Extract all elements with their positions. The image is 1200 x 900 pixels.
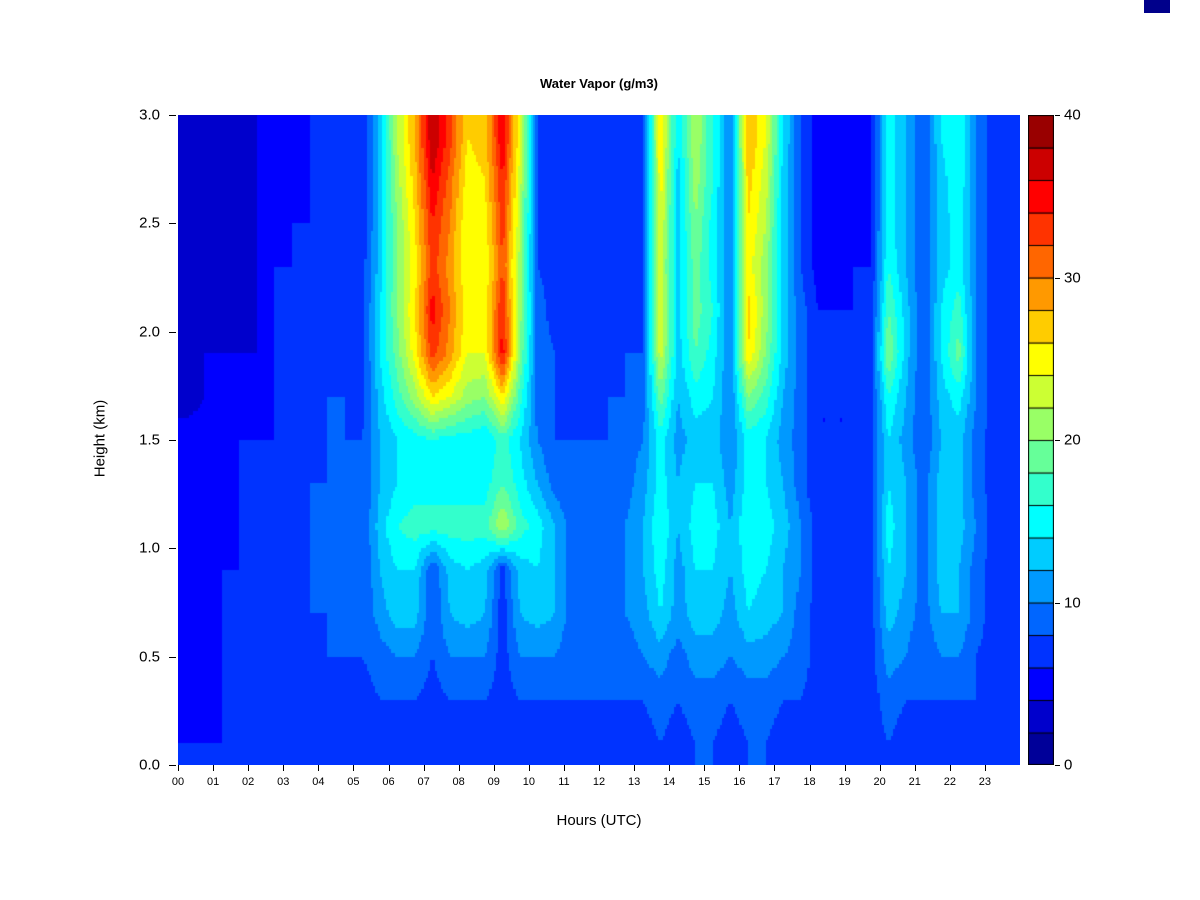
x-tick-label: 04: [312, 776, 325, 788]
x-tick-label: 10: [522, 776, 535, 788]
x-tick-mark: [283, 765, 285, 771]
x-tick-mark: [879, 765, 881, 771]
corner-swatch: [1144, 0, 1170, 13]
x-tick-mark: [318, 765, 320, 771]
x-tick-label: 15: [698, 776, 711, 788]
x-tick-label: 08: [452, 776, 465, 788]
y-tick-mark: [169, 656, 176, 658]
y-tick-label: 1.5: [139, 431, 160, 449]
x-tick-label: 22: [943, 776, 956, 788]
y-tick-mark: [169, 440, 176, 441]
colorbar-tick-label: 0: [1064, 756, 1073, 774]
y-tick-label: 2.0: [139, 323, 160, 341]
x-tick-label: 06: [382, 776, 395, 788]
colorbar-tick-label: 20: [1064, 431, 1081, 449]
x-tick-mark: [669, 765, 671, 771]
x-tick-mark: [634, 765, 636, 771]
x-tick-mark: [844, 765, 846, 771]
x-tick-mark: [739, 765, 741, 771]
x-tick-mark: [458, 765, 460, 771]
y-tick-label: 0.5: [139, 648, 160, 666]
x-tick-label: 12: [592, 776, 606, 788]
x-tick-label: 09: [487, 776, 500, 788]
colorbar-tick-mark: [1055, 440, 1060, 441]
x-tick-label: 21: [908, 776, 921, 788]
x-tick-label: 23: [978, 776, 992, 788]
x-tick-mark: [248, 765, 250, 771]
x-tick-label: 16: [733, 776, 746, 788]
x-tick-label: 19: [838, 776, 851, 788]
chart-title: Water Vapor (g/m3): [540, 76, 658, 91]
x-tick-mark: [423, 765, 425, 771]
x-tick-mark: [949, 765, 951, 771]
x-tick-mark: [704, 765, 706, 771]
x-tick-mark: [563, 765, 565, 771]
y-tick-label: 2.5: [139, 214, 160, 232]
x-axis-label: Hours (UTC): [556, 812, 642, 829]
y-tick-label: 3.0: [139, 106, 160, 124]
x-tick-mark: [984, 765, 986, 771]
heatmap-canvas: [178, 115, 1020, 765]
colorbar-tick-mark: [1055, 115, 1060, 116]
colorbar-tick-label: 40: [1064, 106, 1081, 124]
colorbar-tick-mark: [1055, 765, 1060, 766]
x-tick-mark: [809, 765, 811, 771]
x-tick-mark: [213, 765, 215, 771]
x-tick-mark: [388, 765, 390, 771]
x-tick-label: 17: [768, 776, 781, 788]
colorbar-tick-mark: [1055, 602, 1060, 604]
x-tick-label: 13: [627, 776, 641, 788]
x-tick-mark: [493, 765, 495, 771]
y-tick-mark: [169, 223, 176, 225]
x-tick-mark: [178, 765, 179, 771]
x-tick-label: 14: [663, 776, 676, 788]
colorbar-tick-mark: [1055, 277, 1060, 279]
x-tick-label: 02: [242, 776, 255, 788]
colorbar-tick-label: 30: [1064, 269, 1081, 286]
x-tick-mark: [914, 765, 916, 771]
y-tick-mark: [169, 765, 176, 766]
x-tick-mark: [599, 765, 600, 771]
x-tick-label: 05: [347, 776, 360, 788]
x-tick-label: 03: [277, 776, 290, 788]
x-tick-label: 20: [873, 776, 886, 788]
y-tick-label: 1.0: [139, 539, 160, 557]
x-tick-mark: [353, 765, 355, 771]
x-tick-label: 00: [171, 776, 185, 788]
x-tick-label: 11: [558, 776, 570, 788]
x-tick-mark: [774, 765, 776, 771]
colorbar-tick-label: 10: [1064, 594, 1081, 611]
y-tick-mark: [169, 115, 176, 116]
x-tick-label: 18: [803, 776, 816, 788]
y-tick-mark: [169, 331, 176, 333]
y-tick-label: 0.0: [139, 756, 160, 774]
x-tick-mark: [528, 765, 530, 771]
y-axis-label: Height (km): [91, 399, 109, 478]
colorbar: [1028, 115, 1054, 765]
x-tick-label: 01: [206, 776, 220, 788]
y-tick-mark: [169, 548, 176, 550]
x-tick-label: 07: [417, 776, 430, 788]
